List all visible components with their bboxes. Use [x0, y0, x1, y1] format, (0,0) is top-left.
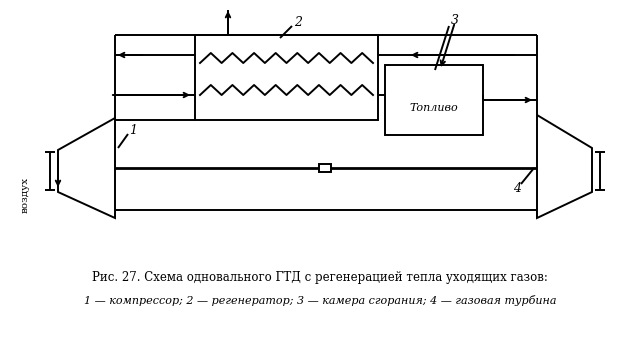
Bar	[385, 65, 483, 135]
Text: Топливо: Топливо	[410, 103, 458, 113]
Text: 2: 2	[294, 16, 302, 28]
Text: Рис. 27. Схема одновального ГТД с регенерацией тепла уходящих газов:: Рис. 27. Схема одновального ГТД с регене…	[92, 272, 548, 284]
Text: воздух: воздух	[20, 177, 29, 213]
Polygon shape	[58, 118, 115, 218]
Bar	[195, 35, 378, 120]
Text: 1: 1	[129, 123, 137, 137]
Bar	[319, 164, 331, 172]
Text: 4: 4	[513, 181, 521, 195]
Polygon shape	[537, 115, 592, 218]
Text: 1 — компрессор; 2 — регенератор; 3 — камера сгорания; 4 — газовая турбина: 1 — компрессор; 2 — регенератор; 3 — кам…	[84, 295, 556, 305]
Text: 3: 3	[451, 14, 459, 26]
